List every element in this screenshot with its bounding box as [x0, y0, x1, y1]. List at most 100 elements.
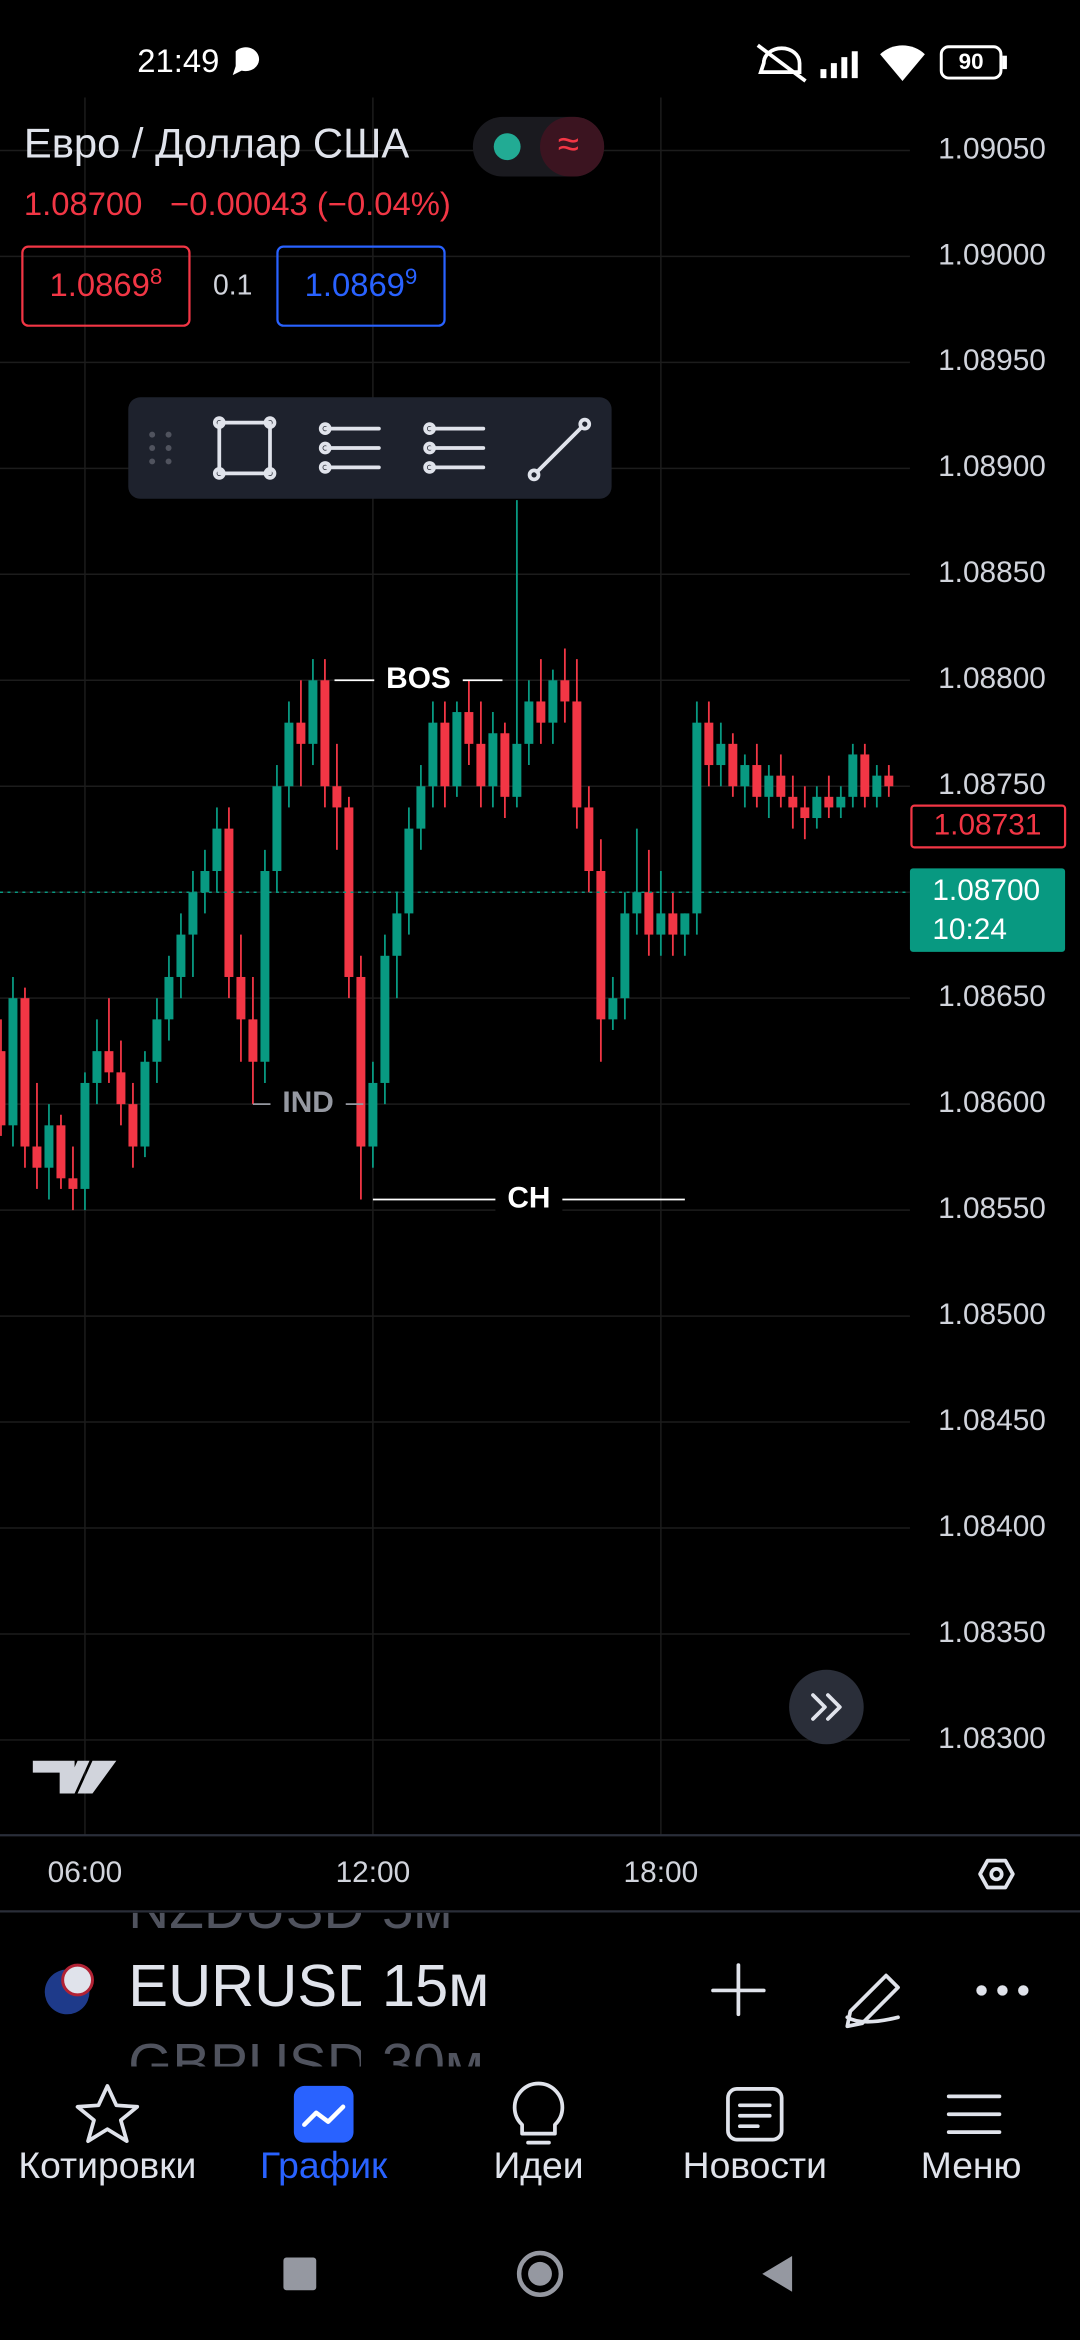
nav-menu[interactable]: Меню [921, 2144, 1022, 2186]
news-icon[interactable] [726, 2087, 784, 2142]
y-tick-label: 1.08750 [938, 768, 1046, 801]
candle-body [752, 765, 762, 797]
add-button[interactable] [711, 1963, 766, 2017]
price-label: 1.08700 [932, 874, 1040, 907]
candle-body [392, 913, 402, 956]
spread: 0.1 [213, 269, 252, 301]
rectangle-tool[interactable] [212, 416, 277, 480]
battery-tip [1002, 55, 1007, 70]
chart-settings[interactable] [978, 1858, 1015, 1890]
candle-body [236, 976, 246, 1020]
candle-body [500, 733, 510, 797]
nav-news[interactable]: Новости [683, 2144, 827, 2186]
candle-body [548, 680, 558, 723]
price-label: 1.08731 [934, 808, 1042, 841]
candle-body [464, 712, 474, 744]
drag-handle[interactable] [149, 431, 172, 465]
candle-body [416, 786, 426, 829]
candle-body [176, 934, 186, 977]
news-icon-lines [738, 2103, 772, 2129]
nav-chart[interactable]: График [260, 2144, 388, 2186]
annotation-label: CH [507, 1181, 550, 1214]
candle-body [32, 1146, 42, 1168]
candle-body [788, 796, 798, 808]
recents-button[interactable] [283, 2257, 317, 2291]
candle-body [92, 1051, 102, 1083]
buy-price-pip: 9 [405, 264, 417, 289]
menu-icon[interactable] [946, 2094, 1002, 2135]
home-button[interactable] [516, 2250, 564, 2297]
y-tick-label: 1.08850 [938, 556, 1046, 589]
candle-body [320, 680, 330, 787]
status-icons: 90 [756, 43, 1007, 83]
delay-icon: ≈ [558, 123, 579, 166]
candle-body [884, 775, 894, 787]
position-tool[interactable] [423, 422, 486, 474]
buy-button[interactable] [276, 245, 446, 327]
draw-button[interactable] [845, 1973, 900, 2029]
candle-body [284, 722, 294, 787]
nav-quotes[interactable]: Котировки [18, 2144, 196, 2186]
ideas-icon[interactable] [512, 2081, 565, 2145]
annotation-label-bg [270, 1086, 346, 1120]
trend-line-tool[interactable] [527, 417, 592, 482]
candle-body [0, 1051, 6, 1126]
candle-body [716, 743, 726, 766]
candle-body [848, 754, 858, 797]
back-button[interactable] [762, 2255, 793, 2292]
candle-body [68, 1178, 78, 1189]
instrument-title[interactable]: Евро / Доллар США [24, 120, 409, 167]
candle-body [164, 976, 174, 1020]
message-icon [232, 47, 260, 76]
candle-body [668, 913, 678, 935]
sell-button[interactable] [21, 245, 191, 327]
bell-muted [758, 46, 802, 74]
bottom-nav: Котировки График Идеи Новости Меню [18, 2081, 1022, 2186]
price-label-bg [909, 868, 1066, 952]
y-tick-label: 1.08950 [938, 344, 1046, 377]
candle-body [512, 743, 522, 797]
status-time: 21:49 [137, 42, 219, 79]
chart-icon[interactable] [293, 2085, 354, 2143]
wifi-icon [880, 45, 925, 82]
y-tick-label: 1.08450 [938, 1404, 1046, 1437]
y-tick-label: 1.08900 [938, 450, 1046, 483]
tradingview-logo [32, 1760, 117, 1794]
candle-body [260, 871, 270, 1062]
series: BOS IND CH [0, 500, 910, 1215]
chart-settings-center [989, 1867, 1004, 1882]
candle-body [656, 913, 666, 935]
fib-tool[interactable] [318, 422, 381, 474]
candle-body [836, 796, 846, 808]
candle-body [248, 1019, 258, 1062]
candle-body [440, 722, 450, 787]
candle-body [428, 722, 438, 787]
more-button[interactable] [976, 1985, 1029, 1996]
price-change: −0.00043 (−0.04%) [170, 185, 451, 222]
candle-body [140, 1061, 150, 1147]
y-tick-label: 1.08400 [938, 1510, 1046, 1543]
candle-body [44, 1125, 54, 1168]
candle-body [536, 701, 546, 723]
signal-icon [820, 51, 858, 79]
candle-body [476, 743, 486, 787]
candle-body [20, 998, 30, 1147]
interval-current: 15м [382, 1952, 489, 2019]
candle-body [740, 765, 750, 787]
delay-badge [540, 116, 605, 177]
symbol-wheel[interactable]: NZDUSD EURUSD GBPUSD [128, 1878, 380, 2096]
quotes-icon[interactable] [75, 2084, 140, 2143]
interval-wheel[interactable]: 5м 15м 30м [382, 1878, 489, 2096]
y-tick-label: 1.08350 [938, 1616, 1046, 1649]
battery-level: 90 [959, 49, 984, 74]
candle-body [728, 743, 738, 787]
sell-price: 1.08698 [50, 264, 163, 303]
candle-body [872, 775, 882, 797]
candle-body [704, 722, 714, 766]
candle-body [188, 892, 198, 935]
nav-ideas[interactable]: Идеи [493, 2144, 583, 2186]
candle-body [332, 786, 342, 808]
